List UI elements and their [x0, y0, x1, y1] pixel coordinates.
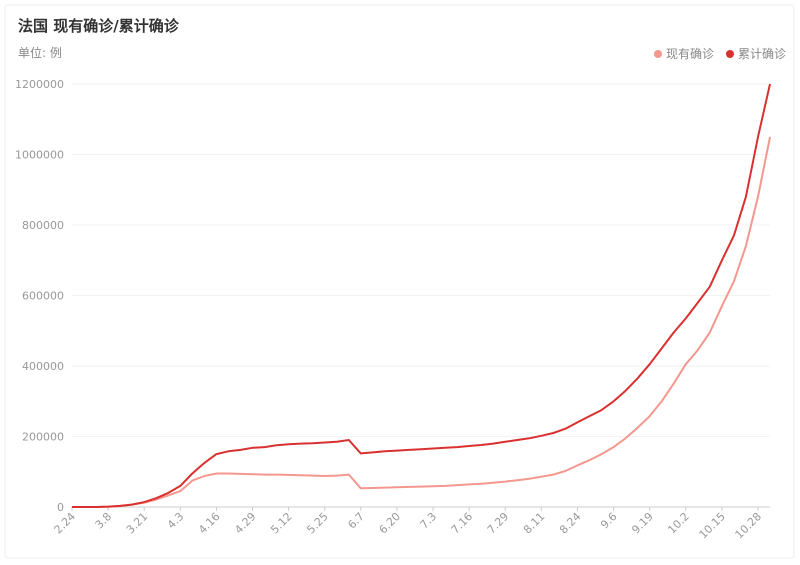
line	[72, 83, 771, 508]
legend-marker	[725, 50, 734, 58]
line	[72, 136, 771, 508]
legend-label: 现有确诊	[666, 47, 714, 61]
y-tick-label: 1200000	[15, 78, 64, 91]
chart-subtitle: 单位: 例	[18, 45, 62, 60]
card-border	[4, 4, 795, 559]
chart-title: 法国 现有确诊/累计确诊	[18, 17, 180, 35]
y-tick-label: 200000	[22, 431, 64, 444]
y-tick-label: 0	[57, 501, 64, 514]
legend-label: 累计确诊	[738, 47, 786, 61]
y-tick-label: 1000000	[15, 149, 64, 162]
legend-marker	[653, 50, 662, 58]
y-tick-label: 600000	[22, 290, 64, 303]
y-tick-label: 400000	[22, 360, 64, 373]
y-tick-label: 800000	[22, 219, 64, 232]
